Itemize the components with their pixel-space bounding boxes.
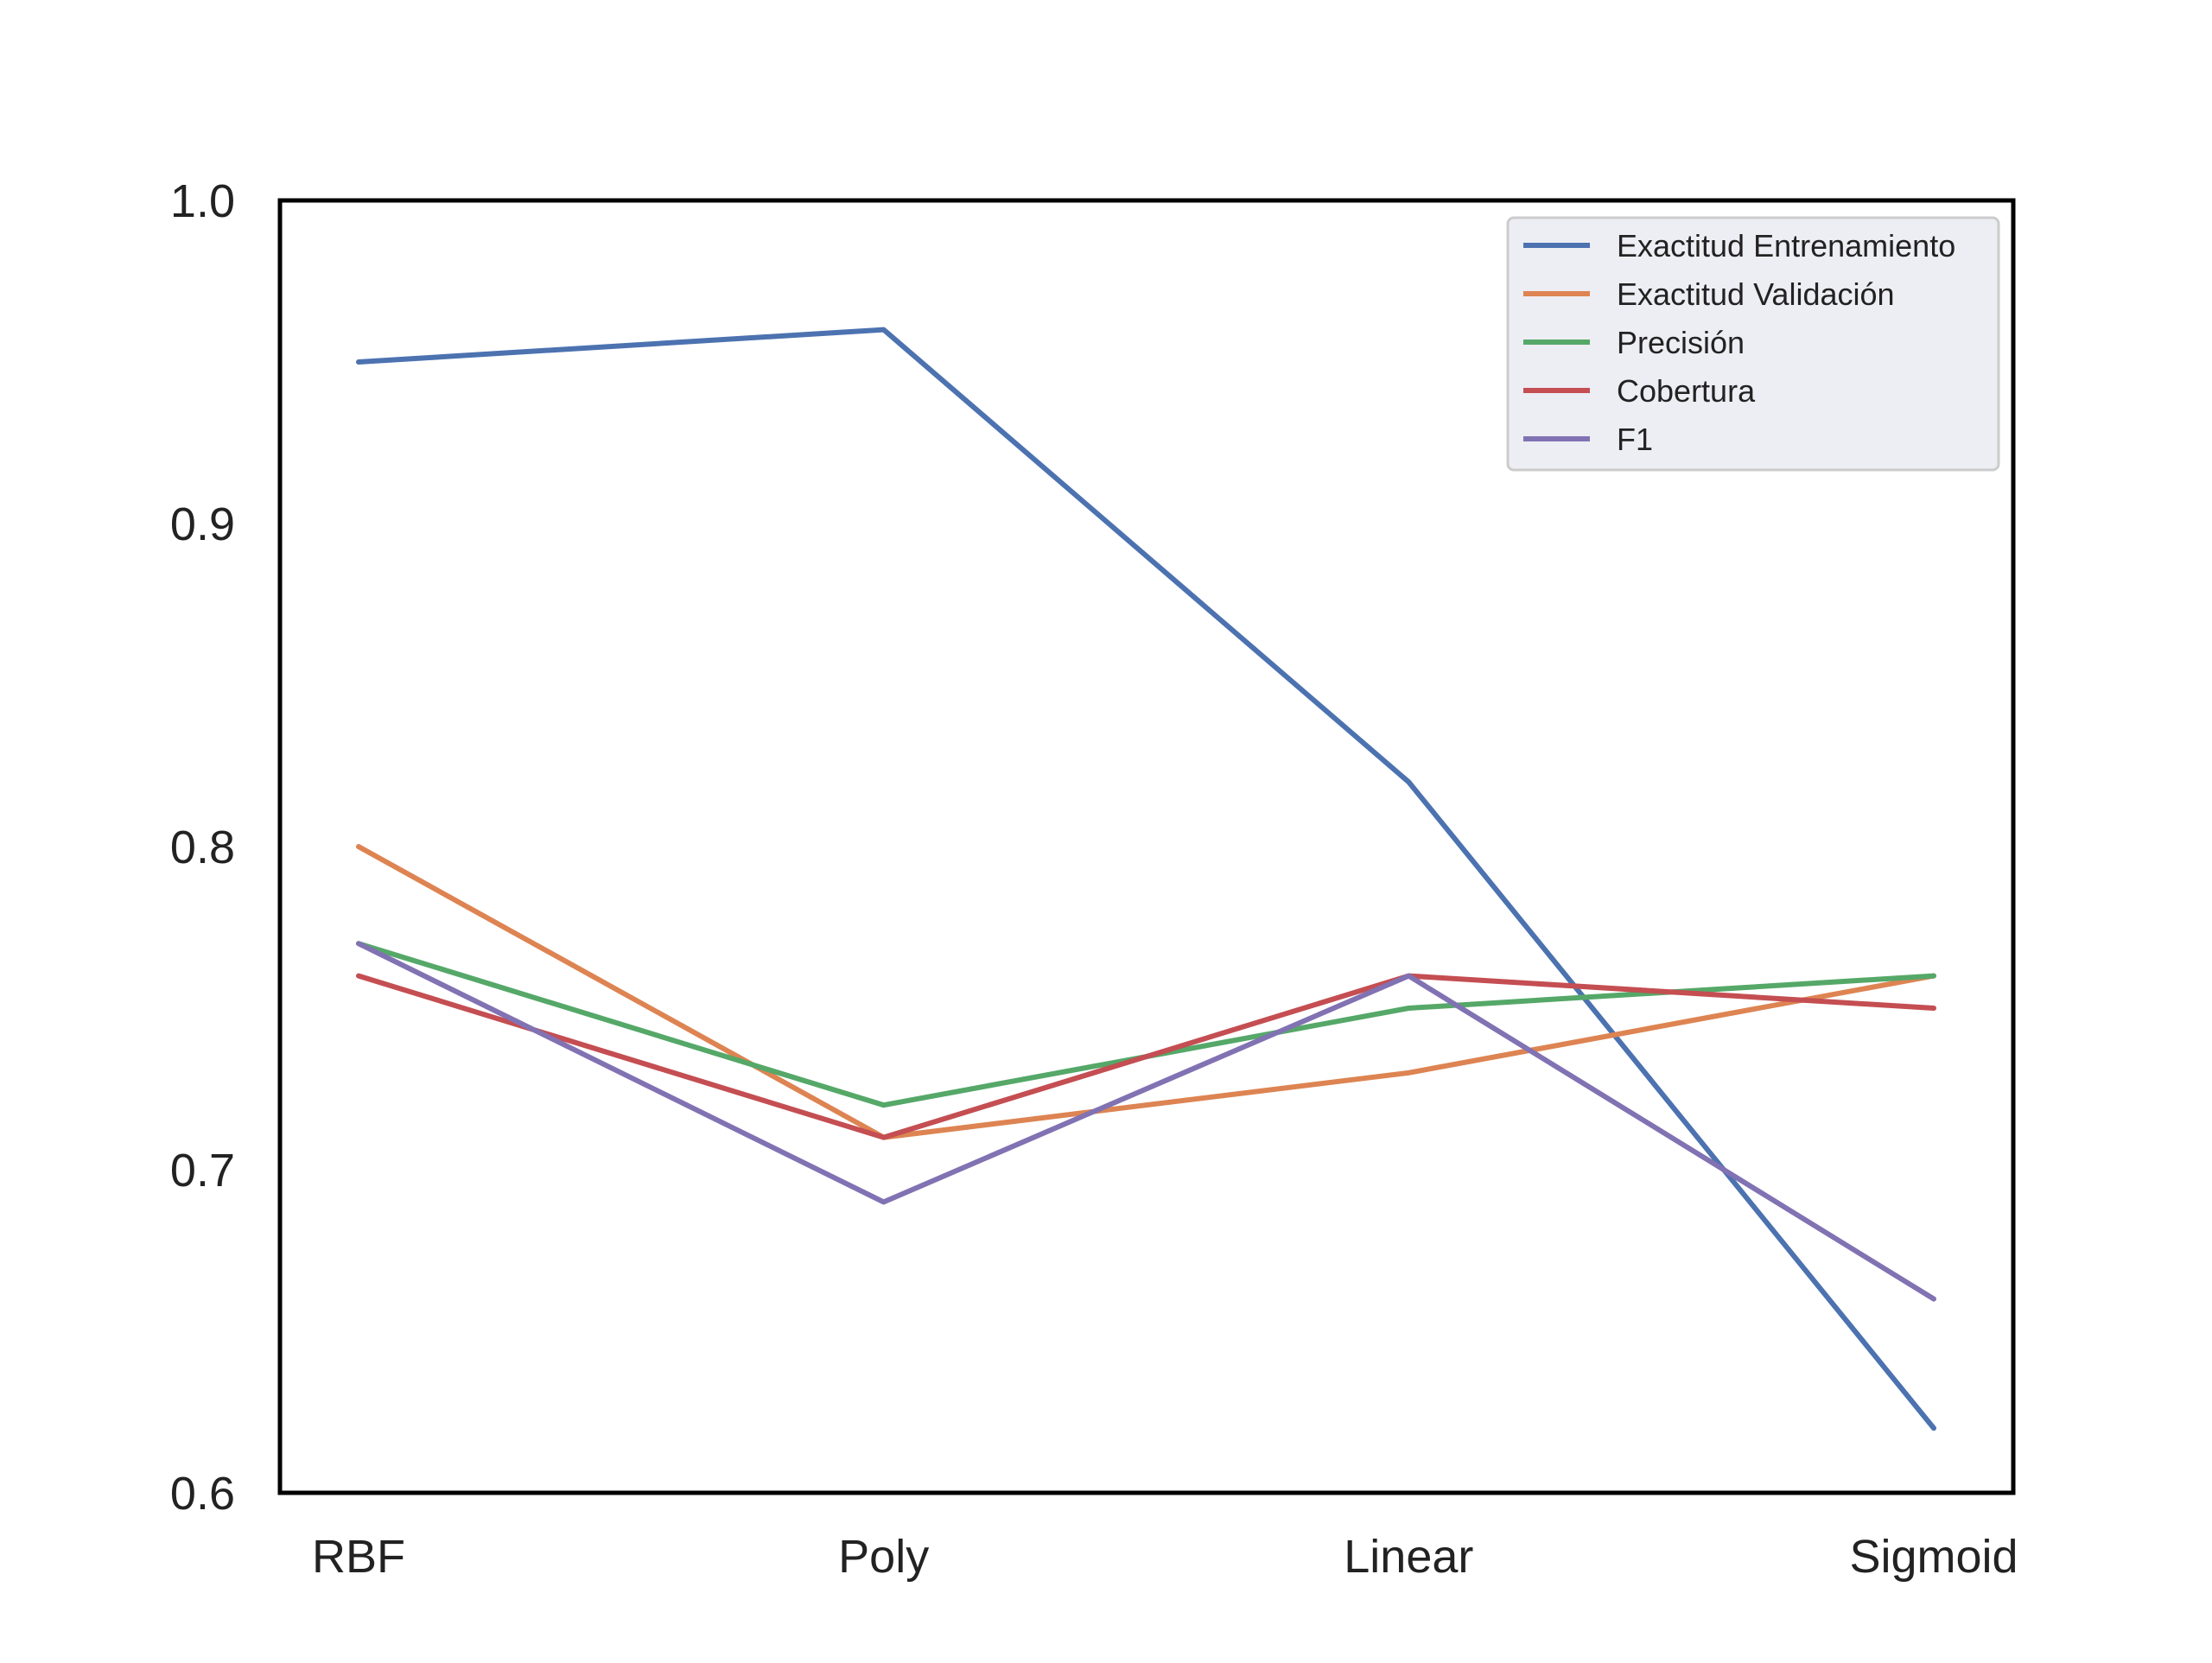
series-line-1 [356,327,1936,1431]
x-tick-label: Poly [838,1531,929,1583]
legend-box [1506,216,2000,472]
y-tick-label: 0.6 [170,1468,235,1520]
y-tick-label: 0.7 [170,1145,235,1196]
plot-frame [277,198,2016,1495]
series-line-5 [356,941,1936,1302]
legend-label: Precisión [1617,325,1745,360]
x-tick-label: Linear [1344,1531,1473,1583]
x-axis-ticks: RBF Poly Linear Sigmoid [312,1531,2018,1583]
legend-label: F1 [1617,422,1653,457]
y-tick-label: 0.8 [170,822,235,873]
series-layer [356,327,1936,1431]
legend-label: Cobertura [1617,373,1756,409]
x-tick-label: RBF [312,1531,405,1583]
legend-label: Exactitud Validación [1617,276,1895,312]
y-tick-label: 1.0 [170,175,235,227]
series-line-2 [356,844,1936,1140]
legend-label: Exactitud Entrenamiento [1617,228,1955,263]
x-tick-label: Sigmoid [1849,1531,2018,1583]
series-line-4 [356,973,1936,1140]
y-tick-label: 0.9 [170,498,235,550]
legend: Exactitud Entrenamiento Exactitud Validac… [1506,216,2000,472]
y-axis-ticks: 0.6 0.7 0.8 0.9 1.0 [170,175,235,1520]
